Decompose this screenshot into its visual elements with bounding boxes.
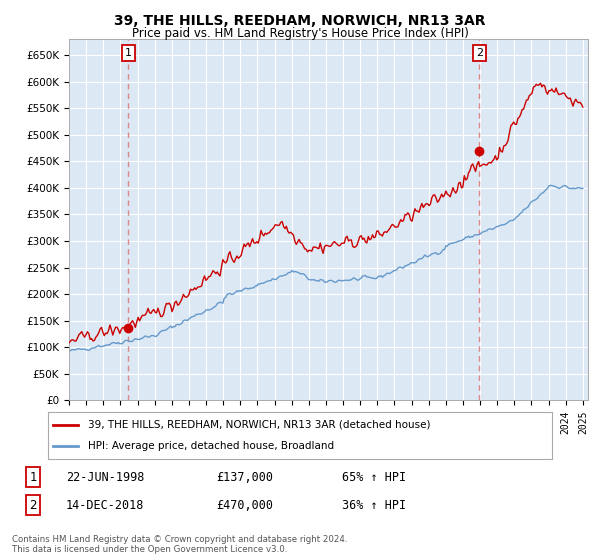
Text: 39, THE HILLS, REEDHAM, NORWICH, NR13 3AR: 39, THE HILLS, REEDHAM, NORWICH, NR13 3A… xyxy=(114,14,486,28)
Text: 14-DEC-2018: 14-DEC-2018 xyxy=(66,498,145,512)
Text: £470,000: £470,000 xyxy=(216,498,273,512)
Text: HPI: Average price, detached house, Broadland: HPI: Average price, detached house, Broa… xyxy=(88,441,334,451)
Text: 1: 1 xyxy=(29,470,37,484)
Text: Price paid vs. HM Land Registry's House Price Index (HPI): Price paid vs. HM Land Registry's House … xyxy=(131,27,469,40)
Text: 36% ↑ HPI: 36% ↑ HPI xyxy=(342,498,406,512)
Text: 2: 2 xyxy=(476,48,483,58)
Text: £137,000: £137,000 xyxy=(216,470,273,484)
Text: 39, THE HILLS, REEDHAM, NORWICH, NR13 3AR (detached house): 39, THE HILLS, REEDHAM, NORWICH, NR13 3A… xyxy=(88,420,431,430)
Text: Contains HM Land Registry data © Crown copyright and database right 2024.
This d: Contains HM Land Registry data © Crown c… xyxy=(12,535,347,554)
Text: 65% ↑ HPI: 65% ↑ HPI xyxy=(342,470,406,484)
Text: 22-JUN-1998: 22-JUN-1998 xyxy=(66,470,145,484)
Text: 1: 1 xyxy=(125,48,132,58)
Text: 2: 2 xyxy=(29,498,37,512)
